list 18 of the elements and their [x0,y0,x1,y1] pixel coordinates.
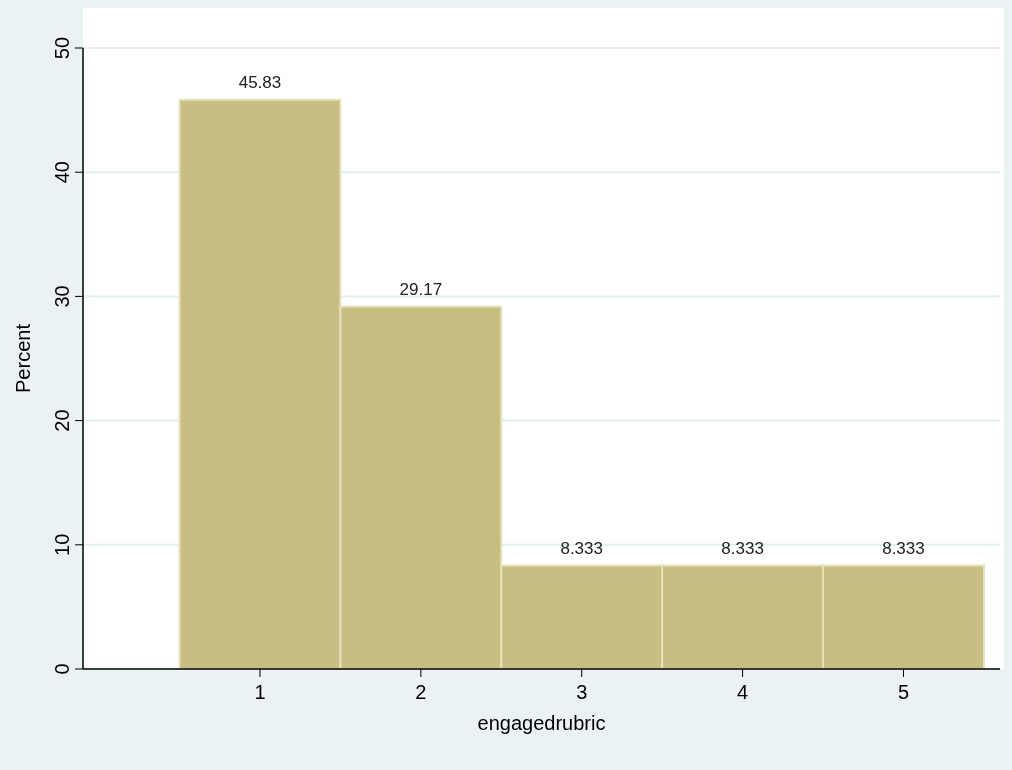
x-tick-label: 5 [897,681,910,703]
y-tick-label: 10 [51,533,73,556]
y-tick-label: 0 [51,663,73,675]
x-tick-label: 2 [415,681,427,703]
x-tick-label: 4 [737,681,749,703]
data-label: 8.333 [721,538,764,558]
y-tick-label: 20 [51,409,73,432]
data-label: 8.333 [882,538,925,558]
y-tick-label: 50 [51,36,73,60]
x-tick-label: 1 [254,681,266,703]
data-label: 8.333 [560,538,603,558]
data-label: 29.17 [399,279,443,299]
y-axis-title: Percent [12,323,34,393]
y-tick-label: 40 [51,161,73,184]
x-tick-label: 3 [576,681,588,703]
data-label: 45.83 [238,72,282,92]
y-tick-label: 30 [51,285,73,308]
x-axis-title: engagedrubric [477,712,606,734]
